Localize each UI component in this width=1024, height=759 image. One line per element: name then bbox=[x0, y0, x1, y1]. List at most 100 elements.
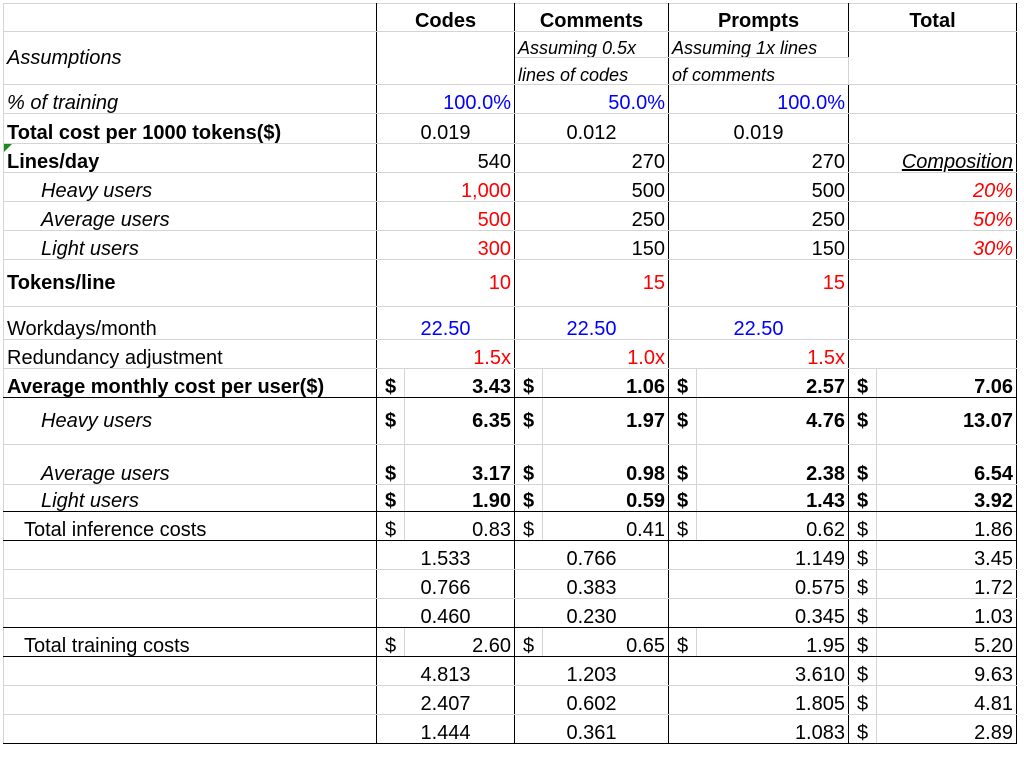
avg-light-label[interactable]: Light users bbox=[3, 484, 377, 512]
training-codes-currency[interactable]: $ bbox=[376, 627, 405, 657]
training-prompts[interactable]: 1.95 bbox=[696, 627, 849, 657]
composition-header[interactable]: Composition bbox=[848, 143, 1017, 173]
inference-codes[interactable]: 0.83 bbox=[404, 511, 515, 541]
assumptions-label[interactable]: Assumptions bbox=[3, 31, 377, 85]
inference-row-label[interactable] bbox=[3, 540, 377, 570]
cost-per-1000-prompts[interactable]: 0.019 bbox=[668, 113, 849, 144]
inference-row-total-currency[interactable]: $ bbox=[848, 598, 877, 628]
cost-per-1000-total[interactable] bbox=[848, 113, 1017, 144]
tokens-line-total[interactable] bbox=[848, 259, 1017, 307]
inference-row-label[interactable] bbox=[3, 598, 377, 628]
training-row-comments[interactable]: 1.203 bbox=[514, 656, 669, 686]
avg-monthly-codes[interactable]: 3.43 bbox=[404, 368, 515, 398]
avg-average-prompts-currency[interactable]: $ bbox=[668, 444, 697, 485]
avg-light-codes[interactable]: 1.90 bbox=[404, 484, 515, 512]
training-pct-prompts[interactable]: 100.0% bbox=[668, 84, 849, 114]
inference-total[interactable]: 1.86 bbox=[876, 511, 1017, 541]
header-codes[interactable]: Codes bbox=[376, 3, 515, 32]
training-total[interactable]: 5.20 bbox=[876, 627, 1017, 657]
lines-day-label[interactable]: Lines/day bbox=[3, 143, 377, 173]
header-prompts[interactable]: Prompts bbox=[668, 3, 849, 32]
heavy-label[interactable]: Heavy users bbox=[3, 172, 377, 202]
training-comments-currency[interactable]: $ bbox=[514, 627, 543, 657]
redundancy-total[interactable] bbox=[848, 339, 1017, 369]
redundancy-codes[interactable]: 1.5x bbox=[376, 339, 515, 369]
average-prompts[interactable]: 250 bbox=[668, 201, 849, 231]
inference-row-total-currency[interactable]: $ bbox=[848, 569, 877, 599]
cost-per-1000-comments[interactable]: 0.012 bbox=[514, 113, 669, 144]
comments-note-1[interactable]: Assuming 0.5x bbox=[514, 31, 669, 58]
avg-heavy-comments[interactable]: 1.97 bbox=[542, 397, 669, 445]
avg-heavy-codes[interactable]: 6.35 bbox=[404, 397, 515, 445]
avg-light-codes-currency[interactable]: $ bbox=[376, 484, 405, 512]
avg-average-total-currency[interactable]: $ bbox=[848, 444, 877, 485]
inference-row-prompts[interactable]: 1.149 bbox=[668, 540, 849, 570]
training-row-total[interactable]: 4.81 bbox=[876, 685, 1017, 715]
redundancy-label[interactable]: Redundancy adjustment bbox=[3, 339, 377, 369]
inference-row-prompts[interactable]: 0.345 bbox=[668, 598, 849, 628]
avg-light-comments[interactable]: 0.59 bbox=[542, 484, 669, 512]
inference-comments-currency[interactable]: $ bbox=[514, 511, 543, 541]
workdays-codes[interactable]: 22.50 bbox=[376, 306, 515, 340]
light-comments[interactable]: 150 bbox=[514, 230, 669, 260]
training-row-codes[interactable]: 1.444 bbox=[376, 714, 515, 744]
workdays-comments[interactable]: 22.50 bbox=[514, 306, 669, 340]
inference-prompts[interactable]: 0.62 bbox=[696, 511, 849, 541]
avg-monthly-total[interactable]: 7.06 bbox=[876, 368, 1017, 398]
light-composition[interactable]: 30% bbox=[848, 230, 1017, 260]
training-row-label[interactable] bbox=[3, 714, 377, 744]
training-row-prompts[interactable]: 1.805 bbox=[668, 685, 849, 715]
inference-comments[interactable]: 0.41 bbox=[542, 511, 669, 541]
training-prompts-currency[interactable]: $ bbox=[668, 627, 697, 657]
avg-heavy-codes-currency[interactable]: $ bbox=[376, 397, 405, 445]
average-codes[interactable]: 500 bbox=[376, 201, 515, 231]
redundancy-comments[interactable]: 1.0x bbox=[514, 339, 669, 369]
avg-average-codes[interactable]: 3.17 bbox=[404, 444, 515, 485]
workdays-prompts[interactable]: 22.50 bbox=[668, 306, 849, 340]
tokens-line-prompts[interactable]: 15 bbox=[668, 259, 849, 307]
training-pct-total[interactable] bbox=[848, 84, 1017, 114]
inference-row-comments[interactable]: 0.230 bbox=[514, 598, 669, 628]
avg-average-prompts[interactable]: 2.38 bbox=[696, 444, 849, 485]
inference-row-total[interactable]: 1.03 bbox=[876, 598, 1017, 628]
training-row-label[interactable] bbox=[3, 685, 377, 715]
inference-label[interactable]: Total inference costs bbox=[3, 511, 377, 541]
tokens-line-comments[interactable]: 15 bbox=[514, 259, 669, 307]
training-pct-codes[interactable]: 100.0% bbox=[376, 84, 515, 114]
inference-row-codes[interactable]: 0.460 bbox=[376, 598, 515, 628]
training-pct-comments[interactable]: 50.0% bbox=[514, 84, 669, 114]
light-label[interactable]: Light users bbox=[3, 230, 377, 260]
tokens-line-codes[interactable]: 10 bbox=[376, 259, 515, 307]
avg-monthly-codes-currency[interactable]: $ bbox=[376, 368, 405, 398]
training-row-total-currency[interactable]: $ bbox=[848, 714, 877, 744]
cost-per-1000-label[interactable]: Total cost per 1000 tokens($) bbox=[3, 113, 377, 144]
lines-day-comments[interactable]: 270 bbox=[514, 143, 669, 173]
assumptions-total[interactable] bbox=[848, 31, 1017, 85]
heavy-codes[interactable]: 1,000 bbox=[376, 172, 515, 202]
training-row-comments[interactable]: 0.361 bbox=[514, 714, 669, 744]
corner-cell[interactable] bbox=[3, 3, 377, 32]
training-total-currency[interactable]: $ bbox=[848, 627, 877, 657]
avg-light-prompts[interactable]: 1.43 bbox=[696, 484, 849, 512]
avg-monthly-total-currency[interactable]: $ bbox=[848, 368, 877, 398]
training-row-codes[interactable]: 2.407 bbox=[376, 685, 515, 715]
training-codes[interactable]: 2.60 bbox=[404, 627, 515, 657]
avg-light-prompts-currency[interactable]: $ bbox=[668, 484, 697, 512]
inference-row-prompts[interactable]: 0.575 bbox=[668, 569, 849, 599]
avg-monthly-prompts-currency[interactable]: $ bbox=[668, 368, 697, 398]
inference-row-total-currency[interactable]: $ bbox=[848, 540, 877, 570]
avg-average-comments-currency[interactable]: $ bbox=[514, 444, 543, 485]
lines-day-codes[interactable]: 540 bbox=[376, 143, 515, 173]
avg-heavy-total[interactable]: 13.07 bbox=[876, 397, 1017, 445]
inference-row-total[interactable]: 1.72 bbox=[876, 569, 1017, 599]
assumptions-codes[interactable] bbox=[376, 31, 515, 85]
light-prompts[interactable]: 150 bbox=[668, 230, 849, 260]
avg-average-comments[interactable]: 0.98 bbox=[542, 444, 669, 485]
inference-row-comments[interactable]: 0.766 bbox=[514, 540, 669, 570]
avg-heavy-prompts[interactable]: 4.76 bbox=[696, 397, 849, 445]
workdays-label[interactable]: Workdays/month bbox=[3, 306, 377, 340]
heavy-prompts[interactable]: 500 bbox=[668, 172, 849, 202]
avg-heavy-label[interactable]: Heavy users bbox=[3, 397, 377, 445]
average-comments[interactable]: 250 bbox=[514, 201, 669, 231]
header-total[interactable]: Total bbox=[848, 3, 1017, 32]
